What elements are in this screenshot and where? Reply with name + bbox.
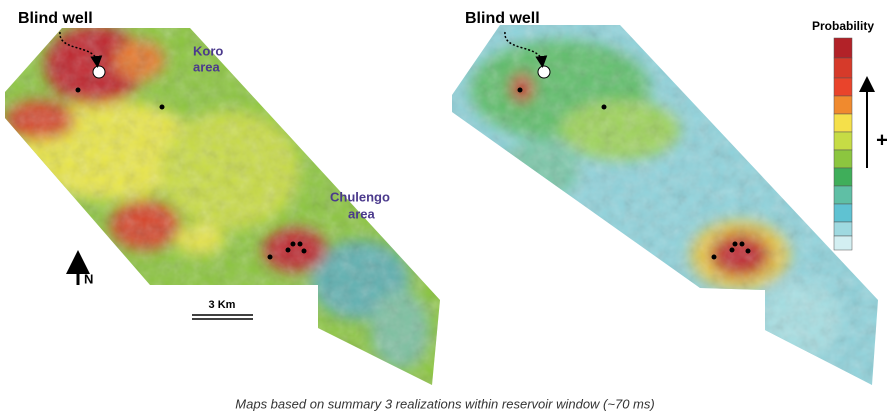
scale-label: 3 Km [209,299,236,311]
area-label: Chulengo [330,189,390,204]
caption: Maps based on summary 3 realizations wit… [235,396,654,411]
scale-bar [192,314,253,320]
plus-sign: + [876,129,888,151]
legend-title: Probability [812,19,874,33]
blind-well-label: Blind well [465,10,540,27]
area-label: area [193,59,221,74]
area-label: area [348,206,376,221]
left-map [5,28,440,385]
blind-well-marker [92,65,106,79]
area-label: Koro [193,43,223,58]
blind-well-label: Blind well [18,10,93,27]
north-label: N [84,271,93,286]
colorbar [833,37,853,251]
pointer-arrow [59,31,103,68]
wells [75,87,751,260]
pointer-arrow [504,31,548,68]
right-map [452,25,878,385]
blind-well-marker [537,65,551,79]
